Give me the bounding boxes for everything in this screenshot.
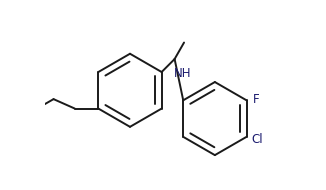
Text: Cl: Cl: [251, 133, 263, 146]
Text: F: F: [252, 93, 259, 106]
Text: NH: NH: [174, 67, 191, 80]
